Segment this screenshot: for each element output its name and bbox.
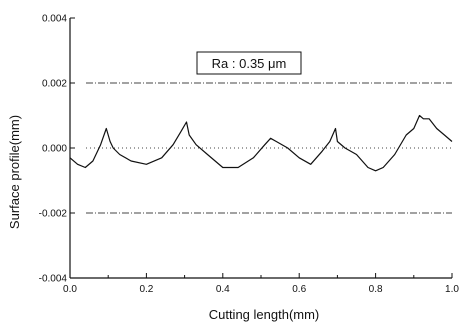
series-layer xyxy=(69,114,453,172)
annotation-text: Ra : 0.35 μm xyxy=(212,56,287,71)
x-tick-label: 0.6 xyxy=(292,284,306,295)
x-axis-label: Cutting length(mm) xyxy=(209,307,320,322)
ticks: 0.0 0.2 0.4 0.6 0.8 1.0 0.004 0.002 0.000 -0.002 -… xyxy=(39,14,459,296)
y-tick-label: 0.004 xyxy=(42,14,67,25)
x-tick-label: 0.2 xyxy=(139,284,153,295)
x-tick-label: 0.0 xyxy=(63,284,77,295)
y-tick-label: -0.004 xyxy=(39,274,68,285)
x-tick-label: 1.0 xyxy=(445,284,459,295)
y-tick-label: 0.002 xyxy=(42,79,67,90)
reference-lines xyxy=(86,82,452,214)
x-tick-label: 0.4 xyxy=(216,284,230,295)
y-tick-label: 0.000 xyxy=(42,144,67,155)
y-axis-label: Surface profile(mm) xyxy=(7,115,22,229)
series-line-0 xyxy=(69,114,453,172)
annotation-box: Ra : 0.35 μm xyxy=(196,51,302,75)
annotation-frame xyxy=(196,51,302,75)
y-tick-label: -0.002 xyxy=(39,209,68,220)
x-tick-label: 0.8 xyxy=(369,284,383,295)
